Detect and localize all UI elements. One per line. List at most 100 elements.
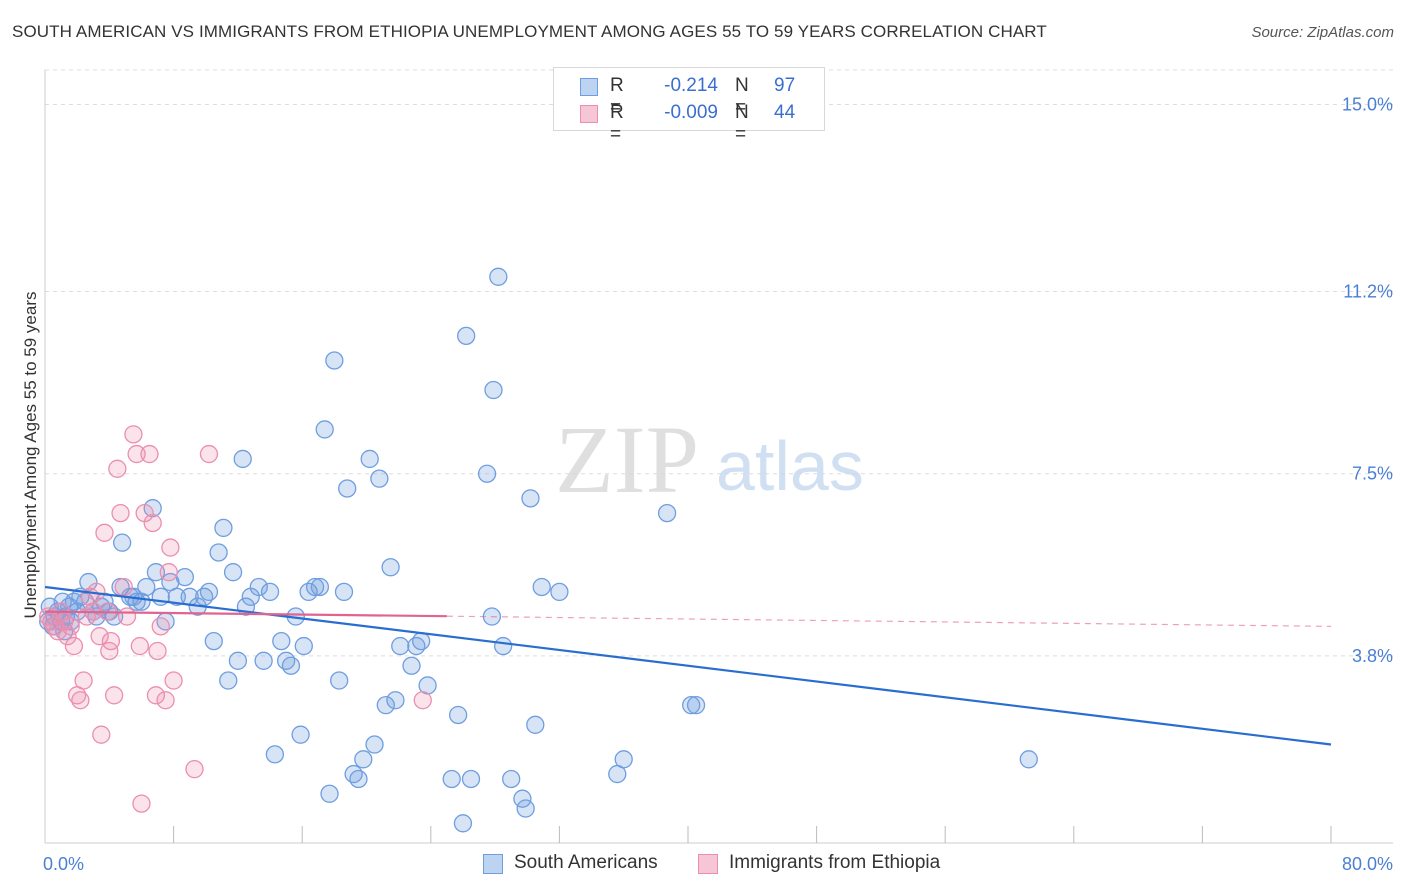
legend-r-label: R = bbox=[610, 102, 624, 145]
point-ethiopia bbox=[114, 577, 133, 597]
y-tick-label: 7.5% bbox=[1352, 464, 1393, 484]
point-south-american bbox=[294, 636, 313, 656]
legend-n-value: 97 bbox=[774, 75, 796, 96]
chart-title: SOUTH AMERICAN VS IMMIGRANTS FROM ETHIOP… bbox=[12, 22, 1047, 41]
point-south-american bbox=[281, 656, 301, 675]
point-south-american bbox=[167, 587, 186, 606]
point-south-american bbox=[291, 725, 310, 744]
point-south-american bbox=[550, 582, 569, 602]
point-south-american bbox=[325, 351, 344, 370]
point-south-american bbox=[376, 695, 395, 715]
point-south-american bbox=[223, 563, 243, 582]
y-tick-label: 11.2% bbox=[1343, 282, 1393, 302]
point-ethiopia bbox=[146, 686, 166, 705]
point-south-american bbox=[461, 769, 481, 789]
point-ethiopia bbox=[143, 513, 162, 533]
point-ethiopia bbox=[140, 444, 159, 464]
point-south-american bbox=[320, 784, 339, 803]
legend-r-value: -0.214 bbox=[664, 75, 718, 96]
point-south-american bbox=[204, 631, 223, 651]
point-south-american bbox=[493, 636, 513, 656]
point-ethiopia bbox=[74, 671, 93, 690]
point-ethiopia bbox=[148, 641, 167, 661]
point-ethiopia bbox=[95, 523, 114, 542]
point-south-american bbox=[338, 479, 357, 498]
point-south-american bbox=[516, 799, 535, 818]
bottom-legend-swatch-south bbox=[483, 854, 503, 874]
point-south-american bbox=[448, 705, 468, 725]
point-south-american bbox=[442, 769, 461, 789]
bottom-legend-label-ethiopia: Immigrants from Ethiopia bbox=[729, 852, 941, 873]
point-south-american bbox=[381, 558, 400, 577]
point-south-american bbox=[137, 577, 156, 597]
point-south-american bbox=[386, 691, 405, 710]
point-south-american bbox=[402, 656, 421, 675]
point-ethiopia bbox=[42, 612, 61, 631]
point-ethiopia bbox=[413, 691, 432, 710]
point-south-american bbox=[682, 695, 701, 715]
y-tick-label: 3.8% bbox=[1352, 646, 1393, 666]
point-ethiopia bbox=[104, 686, 124, 705]
point-south-american bbox=[484, 380, 503, 400]
point-south-american bbox=[614, 750, 633, 769]
point-south-american bbox=[360, 449, 379, 469]
trend-line-ethiopia-extension bbox=[446, 615, 1332, 627]
point-ethiopia bbox=[124, 425, 143, 444]
point-south-american bbox=[521, 489, 540, 508]
legend-swatch-south bbox=[580, 78, 598, 96]
legend-n-label: N = bbox=[735, 75, 749, 118]
point-ethiopia bbox=[92, 725, 111, 744]
point-ethiopia bbox=[161, 538, 180, 557]
point-ethiopia bbox=[111, 503, 130, 523]
point-south-american bbox=[310, 577, 330, 597]
point-south-american bbox=[260, 582, 280, 602]
y-tick-label: 15.0% bbox=[1342, 94, 1393, 114]
point-south-american bbox=[457, 326, 476, 346]
point-ethiopia bbox=[108, 459, 127, 478]
point-south-american bbox=[330, 671, 349, 690]
point-south-american bbox=[354, 750, 373, 769]
point-south-american bbox=[233, 449, 252, 469]
point-ethiopia bbox=[90, 627, 109, 646]
point-south-american bbox=[209, 543, 228, 562]
point-south-american bbox=[315, 420, 334, 439]
x-tick-label: 0.0% bbox=[43, 854, 84, 874]
point-ethiopia bbox=[159, 563, 178, 582]
y-axis-label: Unemployment Among Ages 55 to 59 years bbox=[21, 292, 40, 619]
point-south-american bbox=[502, 769, 521, 789]
point-south-american bbox=[1019, 750, 1038, 769]
point-south-american bbox=[349, 769, 368, 789]
legend-n-label: N = bbox=[735, 102, 749, 145]
bottom-legend-swatch-ethiopia bbox=[698, 854, 718, 874]
point-ethiopia bbox=[58, 627, 77, 646]
point-ethiopia bbox=[156, 691, 175, 710]
point-south-american bbox=[249, 577, 268, 597]
watermark-zip: ZIP bbox=[555, 406, 699, 513]
point-ethiopia bbox=[71, 691, 90, 710]
point-ethiopia bbox=[151, 617, 170, 636]
point-south-american bbox=[305, 577, 325, 597]
point-ethiopia bbox=[132, 794, 151, 813]
point-south-american bbox=[477, 464, 497, 483]
point-ethiopia bbox=[61, 617, 80, 636]
point-south-american bbox=[254, 651, 273, 670]
point-south-american bbox=[453, 814, 473, 833]
point-ethiopia bbox=[164, 671, 183, 690]
point-south-american bbox=[365, 735, 384, 754]
point-ethiopia bbox=[101, 631, 121, 651]
legend-n-value: 44 bbox=[774, 102, 796, 123]
legend-swatch-ethiopia bbox=[580, 105, 598, 123]
bottom-legend-label-south: South Americans bbox=[514, 852, 658, 873]
point-ethiopia bbox=[130, 636, 149, 656]
point-south-american bbox=[370, 469, 389, 488]
point-south-american bbox=[272, 631, 291, 651]
x-tick-label: 80.0% bbox=[1342, 854, 1393, 874]
point-south-american bbox=[146, 563, 166, 582]
point-south-american bbox=[412, 631, 431, 651]
legend-r-label: R = bbox=[610, 75, 624, 118]
point-ethiopia bbox=[199, 444, 219, 464]
point-south-american bbox=[228, 651, 248, 670]
trend-line-ethiopia bbox=[44, 610, 447, 618]
point-south-american bbox=[113, 533, 132, 552]
